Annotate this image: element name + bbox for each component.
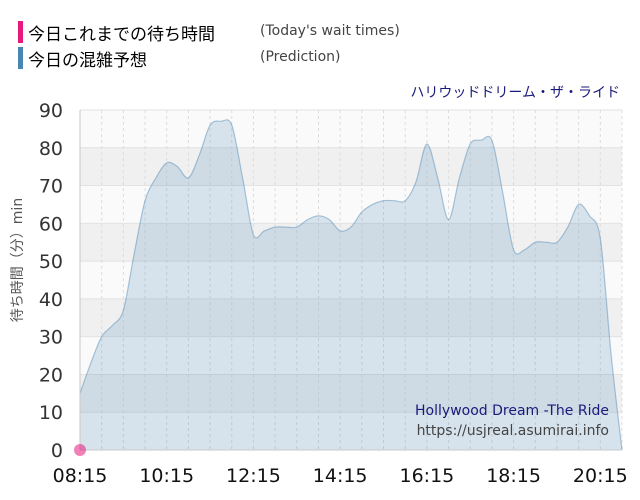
x-tick-label: 12:15 <box>226 465 281 487</box>
ride-name-japanese: ハリウッドドリーム・ザ・ライド <box>410 85 620 101</box>
y-tick-label: 10 <box>39 402 63 424</box>
y-tick-label: 50 <box>39 251 63 273</box>
y-tick-label: 70 <box>39 176 63 198</box>
prediction-line <box>79 119 623 451</box>
y-tick-label: 0 <box>51 440 63 462</box>
y-tick-label: 60 <box>39 213 63 235</box>
legend-label-today: 今日これまでの待ち時間 <box>28 25 215 45</box>
y-axis-label: 待ち時間（分）min <box>10 197 26 323</box>
legend-label-prediction: 今日の混雑予想 <box>28 51 147 71</box>
x-tick-label: 14:15 <box>313 465 368 487</box>
x-tick-label: 08:15 <box>53 465 108 487</box>
x-tick-label: 20:15 <box>573 465 628 487</box>
legend-swatch-today <box>18 21 23 43</box>
grid-band <box>80 223 622 262</box>
x-tick-label: 16:15 <box>399 465 454 487</box>
y-tick-label: 40 <box>39 289 63 311</box>
ride-name-english: Hollywood Dream -The Ride <box>415 403 609 419</box>
prediction-area <box>80 119 622 451</box>
y-tick-label: 30 <box>39 327 63 349</box>
today-wait-point <box>74 444 86 456</box>
legend-sub-today: (Today's wait times) <box>260 23 400 39</box>
y-tick-label: 20 <box>39 364 63 386</box>
x-tick-label: 10:15 <box>139 465 194 487</box>
x-tick-label: 18:15 <box>486 465 541 487</box>
y-tick-label: 80 <box>39 138 63 160</box>
site-url: https://usjreal.asumirai.info <box>416 423 609 439</box>
grid-band <box>80 298 622 337</box>
legend-swatch-prediction <box>18 47 23 69</box>
legend-sub-prediction: (Prediction) <box>260 49 341 65</box>
grid-band <box>80 374 622 413</box>
y-tick-label: 90 <box>39 100 63 122</box>
grid-band <box>80 147 622 186</box>
